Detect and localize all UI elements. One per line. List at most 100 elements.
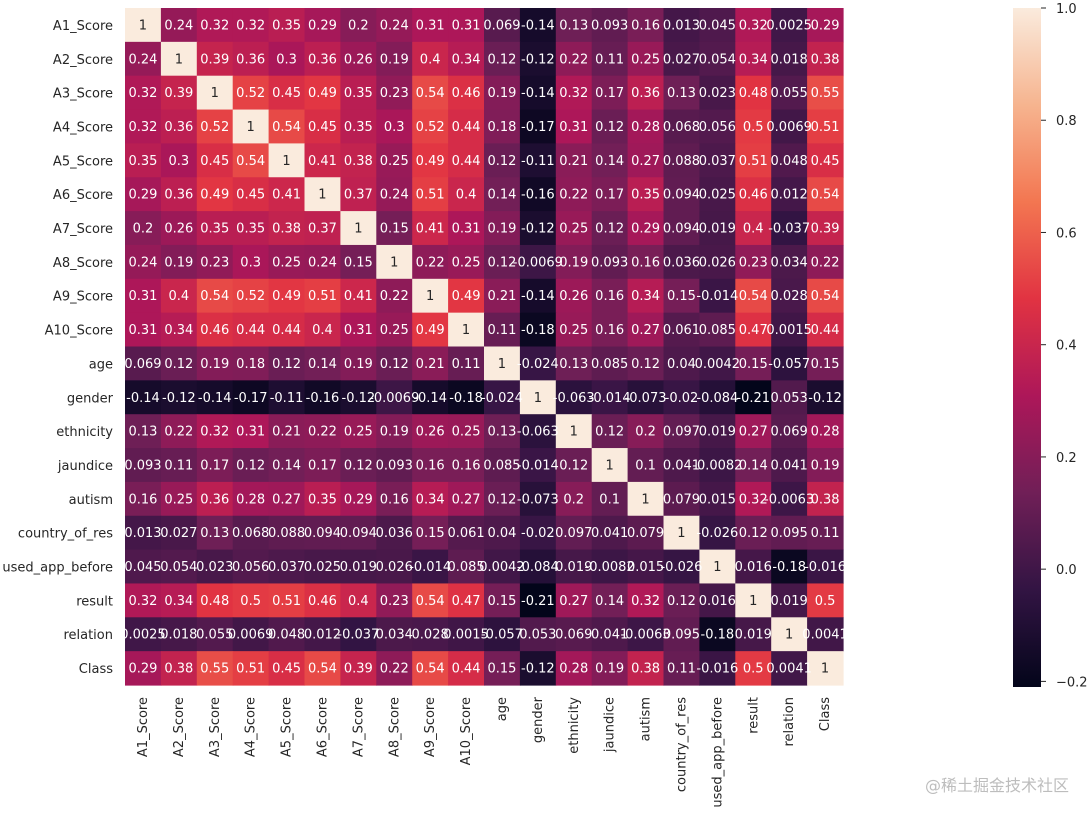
- heatmap-cell: [448, 617, 485, 652]
- cell-annotation: 0.27: [559, 594, 588, 609]
- cell-annotation: -0.12: [521, 222, 555, 237]
- heatmap-cell: [484, 380, 521, 415]
- x-tick-label: A6_Score: [315, 697, 330, 757]
- cell-annotation: 0.4: [312, 323, 333, 338]
- cell-annotation: 0.11: [487, 323, 516, 338]
- heatmap-cell: [771, 75, 808, 111]
- heatmap-cell: [304, 481, 341, 517]
- heatmap-cell: [125, 515, 162, 551]
- cell-annotation: 0.095: [771, 526, 808, 541]
- heatmap-cell: [268, 244, 306, 280]
- heatmap-cell: [196, 75, 234, 111]
- cell-annotation: 0.013: [124, 526, 161, 541]
- cell-annotation: 0.041: [663, 458, 700, 473]
- cell-annotation: 0.22: [559, 188, 588, 203]
- cell-annotation: -0.17: [521, 120, 555, 135]
- heatmap-cell: [591, 75, 629, 111]
- cell-annotation: -0.16: [521, 188, 555, 203]
- cell-annotation: -0.18: [772, 560, 806, 575]
- heatmap-cell: [232, 549, 270, 585]
- heatmap-cell: [412, 617, 449, 652]
- cell-annotation: -0.063: [553, 391, 595, 406]
- heatmap-cell: [232, 41, 270, 77]
- heatmap-cell: [304, 414, 341, 449]
- heatmap-cell: [232, 244, 270, 280]
- cell-annotation: 0.37: [344, 188, 373, 203]
- heatmap-cell: [376, 414, 413, 449]
- heatmap-cell: [448, 278, 485, 314]
- heatmap-cell: [232, 414, 270, 449]
- heatmap-cell: [484, 244, 521, 280]
- heatmap-cell: [268, 651, 306, 686]
- cell-annotation: 0.51: [272, 594, 301, 609]
- cell-annotation: 0.22: [308, 425, 337, 440]
- heatmap-cell: [268, 481, 306, 517]
- cell-annotation: -0.024: [481, 391, 523, 406]
- cell-annotation: 0.54: [739, 289, 768, 304]
- cell-annotation: 0.12: [739, 526, 768, 541]
- heatmap-cell: [125, 312, 162, 348]
- heatmap-cell: [304, 583, 341, 618]
- cell-annotation: 0.036: [663, 255, 700, 270]
- heatmap-cells: [125, 8, 844, 686]
- cell-annotation: 0.26: [559, 289, 588, 304]
- heatmap-cell: [340, 583, 377, 618]
- heatmap-cell: [448, 380, 485, 415]
- heatmap-cell: [699, 549, 736, 585]
- cell-annotation: 0.3: [276, 52, 297, 67]
- cell-annotation: 0.31: [452, 18, 481, 33]
- cell-annotation: 0.28: [631, 120, 660, 135]
- cell-annotation: 0.21: [487, 289, 516, 304]
- heatmap-cell: [555, 617, 593, 652]
- cell-annotation: -0.12: [162, 391, 196, 406]
- x-tick-label: A4_Score: [244, 697, 259, 757]
- heatmap-cell: [125, 41, 162, 77]
- cell-annotation: -0.14: [198, 391, 232, 406]
- cell-annotation: 0.2: [348, 18, 369, 33]
- cell-annotation: 0.35: [200, 222, 229, 237]
- heatmap-cell: [268, 549, 306, 585]
- heatmap-cell: [340, 617, 377, 652]
- heatmap-cell: [125, 549, 162, 585]
- cell-annotation: 0.29: [344, 492, 373, 507]
- cell-annotation: 0.019: [771, 594, 808, 609]
- heatmap-cell: [771, 312, 808, 348]
- heatmap-cell: [699, 346, 736, 381]
- heatmap-cell: [232, 346, 270, 381]
- heatmap-cell: [196, 481, 234, 517]
- cell-annotation: 0.25: [380, 154, 409, 169]
- cell-annotation: 0.25: [559, 222, 588, 237]
- heatmap-cell: [160, 8, 198, 43]
- heatmap-cell: [376, 41, 413, 77]
- heatmap-cell: [340, 515, 377, 551]
- heatmap-cell: [340, 177, 377, 212]
- heatmap-cell: [160, 617, 198, 652]
- cell-annotation: 0.35: [631, 188, 660, 203]
- y-tick-label: A2_Score: [53, 53, 113, 68]
- heatmap-cell: [196, 244, 234, 280]
- watermark-text: @稀土掘金技术社区: [924, 776, 1069, 795]
- cell-annotation: 0.44: [811, 323, 840, 338]
- cell-annotation: 0.094: [663, 222, 700, 237]
- cell-annotation: 0.054: [699, 52, 736, 67]
- cell-annotation: 0.2: [563, 492, 584, 507]
- heatmap-cell: [627, 481, 665, 517]
- cell-annotation: 0.16: [631, 18, 660, 33]
- cell-annotation: 0.088: [268, 526, 305, 541]
- heatmap-cell: [627, 515, 665, 551]
- y-tick-label: jaundice: [57, 459, 113, 474]
- heatmap-cell: [196, 549, 234, 585]
- heatmap-cell: [268, 380, 306, 415]
- cell-annotation: -0.02: [521, 526, 555, 541]
- heatmap-cell: [771, 617, 808, 652]
- y-tick-label: country_of_res: [18, 527, 113, 542]
- cell-annotation: -0.18: [521, 323, 555, 338]
- heatmap-cell: [125, 177, 162, 212]
- heatmap-cell: [484, 8, 521, 43]
- cell-annotation: -0.037: [768, 222, 810, 237]
- heatmap-cell: [376, 617, 413, 652]
- cell-annotation: 0.036: [376, 526, 413, 541]
- heatmap-cell: [627, 414, 665, 449]
- cell-annotation: 0.34: [631, 289, 660, 304]
